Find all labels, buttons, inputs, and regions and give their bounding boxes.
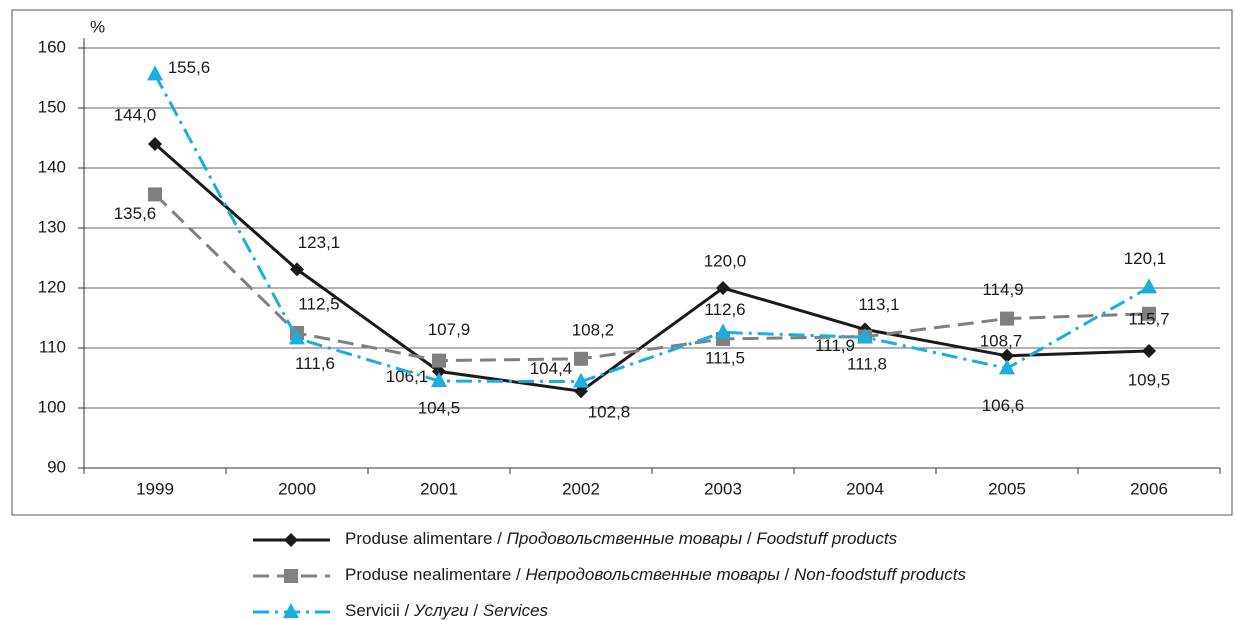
data-label: 113,1	[858, 295, 899, 314]
x-tick-label: 1999	[136, 479, 174, 498]
x-tick-label: 2004	[846, 479, 884, 498]
series-line	[153, 193, 1150, 363]
data-point	[148, 187, 162, 202]
y-tick-label: 110	[39, 337, 66, 356]
x-tick-label: 2005	[988, 479, 1026, 498]
data-point	[573, 372, 589, 388]
data-label: 109,5	[1128, 370, 1171, 389]
y-tick-label: 160	[38, 37, 66, 56]
x-tick-label: 2006	[1130, 479, 1168, 498]
y-tick-label: 140	[38, 157, 66, 176]
data-point	[290, 262, 304, 277]
data-point	[1142, 306, 1156, 321]
series-line	[154, 142, 1150, 393]
data-label: 108,7	[980, 331, 1023, 350]
x-tick-label: 2002	[562, 479, 600, 498]
data-label: 155,6	[168, 58, 211, 77]
data-point	[1142, 344, 1156, 358]
data-point	[574, 351, 588, 366]
y-tick-label: 150	[38, 97, 66, 116]
data-label: 104,5	[418, 398, 461, 417]
data-label: 115,7	[1128, 309, 1169, 328]
legend-item: Produse alimentare / Продовольственные т…	[253, 529, 898, 548]
legend-item: Servicii / Услуги / Services	[253, 601, 549, 620]
data-label: 107,9	[428, 320, 471, 339]
data-label: 120,1	[1124, 249, 1167, 268]
y-axis-label: %	[90, 17, 105, 36]
legend-label: Servicii / Услуги / Services	[345, 601, 549, 620]
data-point	[857, 328, 873, 344]
legend-label: Produse alimentare / Продовольственные т…	[345, 529, 898, 548]
data-label: 123,1	[298, 233, 341, 252]
y-tick-label: 130	[38, 217, 66, 236]
data-point	[1141, 278, 1157, 294]
data-label: 112,6	[704, 300, 745, 319]
x-tick-label: 2001	[420, 479, 458, 498]
data-point	[715, 323, 731, 339]
data-point	[289, 329, 305, 345]
data-label: 111,8	[847, 355, 887, 374]
data-label: 120,0	[704, 251, 747, 270]
x-tick-label: 2003	[704, 479, 742, 498]
data-label: 144,0	[114, 105, 157, 124]
x-tick-label: 2000	[278, 479, 316, 498]
legend-marker	[284, 533, 298, 547]
data-point	[148, 137, 162, 151]
data-label: 102,8	[588, 403, 631, 422]
data-label: 135,6	[114, 204, 157, 223]
data-point	[432, 364, 446, 379]
legend-marker	[283, 603, 299, 618]
legend-label: Produse nealimentare / Непродовольственн…	[345, 565, 966, 584]
data-point	[574, 384, 588, 399]
data-label: 111,9	[815, 336, 855, 355]
data-label: 108,2	[572, 320, 615, 339]
data-point	[431, 372, 447, 387]
y-tick-label: 90	[47, 457, 66, 476]
series-line	[153, 73, 1150, 384]
legend-marker	[284, 569, 298, 583]
data-point	[432, 353, 446, 368]
y-tick-label: 100	[38, 397, 66, 416]
data-label: 112,5	[298, 294, 339, 313]
chart-frame	[11, 9, 1233, 516]
data-label: 111,6	[295, 354, 335, 373]
data-point	[147, 65, 163, 81]
legend-item: Produse nealimentare / Непродовольственн…	[253, 565, 966, 584]
data-label: 106,1	[386, 367, 429, 386]
data-point	[999, 359, 1015, 375]
data-point	[1000, 311, 1014, 326]
data-label: 111,5	[705, 348, 745, 367]
data-point	[1000, 348, 1014, 363]
data-label: 104,4	[530, 359, 573, 378]
data-label: 114,9	[982, 280, 1023, 299]
data-label: 106,6	[982, 396, 1025, 415]
y-tick-label: 120	[38, 277, 66, 296]
data-point	[716, 281, 730, 295]
